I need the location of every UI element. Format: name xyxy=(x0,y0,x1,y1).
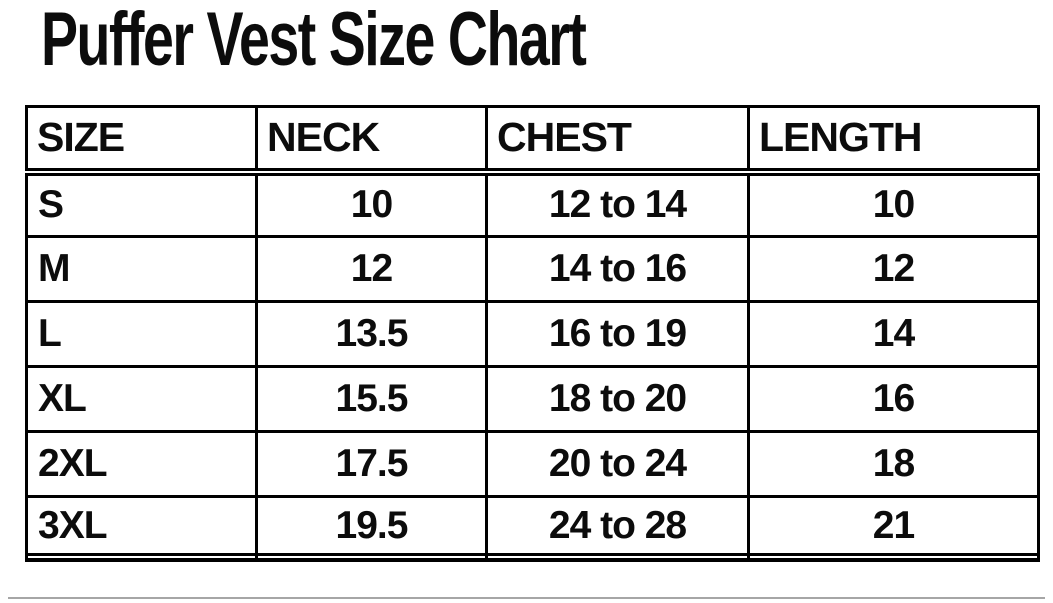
length-value: 10 xyxy=(747,170,1040,238)
col-header-neck: NECK xyxy=(255,105,488,176)
neck-value: 12 xyxy=(255,235,488,303)
neck-value: 15.5 xyxy=(255,365,488,433)
col-header-size: SIZE xyxy=(25,105,258,176)
empty-cell xyxy=(747,553,1040,562)
empty-cell xyxy=(485,553,750,562)
neck-value: 19.5 xyxy=(255,495,488,556)
neck-value: 10 xyxy=(255,170,488,238)
table-row-l: L 13.5 16 to 19 14 xyxy=(25,300,1040,368)
table-header-row: SIZE NECK CHEST LENGTH xyxy=(25,105,1040,176)
size-cell: M xyxy=(25,235,258,303)
length-value: 14 xyxy=(747,300,1040,368)
neck-value: 17.5 xyxy=(255,430,488,498)
size-cell: XL xyxy=(25,365,258,433)
page-title: Puffer Vest Size Chart xyxy=(41,0,587,82)
chest-value: 12 to 14 xyxy=(485,170,750,238)
size-cell: 3XL xyxy=(25,495,258,556)
neck-value: 13.5 xyxy=(255,300,488,368)
size-cell: L xyxy=(25,300,258,368)
col-header-length: LENGTH xyxy=(747,105,1040,176)
table-row-m: M 12 14 to 16 12 xyxy=(25,235,1040,303)
chest-value: 18 to 20 xyxy=(485,365,750,433)
size-chart-table: SIZE NECK CHEST LENGTH S 10 12 to 14 10 … xyxy=(25,105,1040,562)
table-bottom-sliver-row xyxy=(25,553,1040,562)
length-value: 21 xyxy=(747,495,1040,556)
chest-value: 14 to 16 xyxy=(485,235,750,303)
chest-value: 24 to 28 xyxy=(485,495,750,556)
col-header-chest: CHEST xyxy=(485,105,750,176)
length-value: 12 xyxy=(747,235,1040,303)
table-row-s: S 10 12 to 14 10 xyxy=(25,170,1040,238)
empty-cell xyxy=(255,553,488,562)
bottom-edge-divider xyxy=(8,597,1045,599)
length-value: 16 xyxy=(747,365,1040,433)
table-row-2xl: 2XL 17.5 20 to 24 18 xyxy=(25,430,1040,498)
length-value: 18 xyxy=(747,430,1040,498)
size-cell: 2XL xyxy=(25,430,258,498)
table-row-3xl: 3XL 19.5 24 to 28 21 xyxy=(25,495,1040,556)
chest-value: 16 to 19 xyxy=(485,300,750,368)
chest-value: 20 to 24 xyxy=(485,430,750,498)
table-row-xl: XL 15.5 18 to 20 16 xyxy=(25,365,1040,433)
size-cell: S xyxy=(25,170,258,238)
empty-cell xyxy=(25,553,258,562)
